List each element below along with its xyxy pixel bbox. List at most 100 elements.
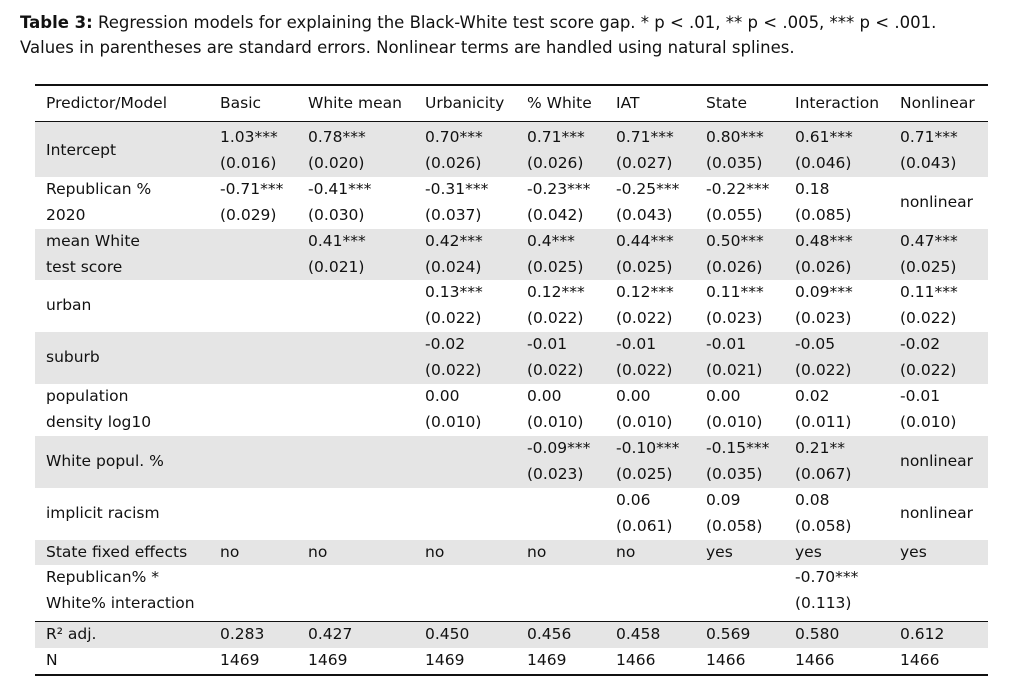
table-cell: 1469 bbox=[425, 648, 527, 677]
cell-line: 0.18 bbox=[795, 179, 830, 198]
table-cell: 0.44*** (0.025) bbox=[616, 228, 706, 281]
cell-line: (0.035) bbox=[706, 153, 763, 172]
cell-line: 0.569 bbox=[706, 625, 751, 644]
regression-table: Predictor/Model Basic White mean Urbanicity… bbox=[35, 84, 988, 677]
table-cell bbox=[308, 435, 425, 488]
header-cell: Urbanicity bbox=[425, 84, 527, 122]
cell-line: (0.022) bbox=[527, 309, 584, 328]
cell-line: 0.00 bbox=[616, 387, 651, 406]
table-row: population density log10 0.00 (0.010) 0.00 (0… bbox=[35, 384, 988, 436]
table-cell: 0.50*** (0.026) bbox=[706, 228, 795, 281]
cell-line: suburb bbox=[46, 348, 100, 367]
table-cell: yes bbox=[795, 539, 900, 566]
table-cell: -0.05 (0.022) bbox=[795, 332, 900, 385]
cell-line: (0.026) bbox=[795, 257, 852, 276]
cell-line: 1.03*** bbox=[220, 128, 278, 146]
cell-line: (0.010) bbox=[425, 412, 482, 431]
cell-line: (0.029) bbox=[220, 205, 277, 224]
cell-line: -0.41*** bbox=[308, 179, 372, 198]
table-cell bbox=[527, 565, 616, 617]
cell-line: (0.020) bbox=[308, 153, 365, 172]
header-cell: Basic bbox=[220, 84, 308, 122]
table-cell: 0.450 bbox=[425, 621, 527, 649]
cell-line: 0.427 bbox=[308, 625, 353, 644]
table-cell bbox=[706, 565, 795, 617]
cell-line: -0.01 bbox=[900, 387, 941, 406]
cell-line: 0.08 bbox=[795, 490, 830, 509]
table-cell: -0.01 (0.022) bbox=[527, 332, 616, 385]
header-cell: Interaction bbox=[795, 84, 900, 122]
cell-line: 0.12*** bbox=[527, 283, 585, 302]
table-cell bbox=[220, 228, 308, 281]
cell-line: (0.037) bbox=[425, 205, 482, 224]
cell-line: (0.022) bbox=[527, 361, 584, 380]
table-cell: 0.78*** (0.020) bbox=[308, 121, 425, 177]
table-cell bbox=[900, 565, 988, 617]
table-cell: yes bbox=[706, 539, 795, 566]
cell-line: 0.4*** bbox=[527, 231, 575, 250]
cell-line: 0.70*** bbox=[425, 128, 483, 146]
cell-line: (0.010) bbox=[706, 412, 763, 431]
table-cell: -0.22*** (0.055) bbox=[706, 177, 795, 229]
cell-line: (0.061) bbox=[616, 516, 673, 535]
row-label: R² adj. bbox=[35, 621, 220, 649]
table-cell bbox=[220, 332, 308, 385]
caption-text: Values in parentheses are standard error… bbox=[20, 38, 795, 57]
cell-line: (0.024) bbox=[425, 257, 482, 276]
row-label: White popul. % bbox=[35, 435, 220, 488]
table-cell: 0.71*** (0.026) bbox=[527, 121, 616, 177]
table-cell: -0.10*** (0.025) bbox=[616, 435, 706, 488]
cell-line: urban bbox=[46, 296, 92, 315]
cell-line: Republican % bbox=[46, 179, 152, 198]
cell-line: test score bbox=[46, 257, 123, 276]
cell-line: -0.05 bbox=[795, 335, 836, 354]
cell-line: (0.022) bbox=[616, 309, 673, 328]
cell-line: implicit racism bbox=[46, 503, 160, 522]
table-cell: -0.15*** (0.035) bbox=[706, 435, 795, 488]
cell-line: (0.046) bbox=[795, 153, 852, 172]
table-cell: no bbox=[308, 539, 425, 566]
cell-line: 0.44*** bbox=[616, 231, 674, 250]
cell-line: -0.22*** bbox=[706, 179, 770, 198]
table-cell: no bbox=[527, 539, 616, 566]
cell-line: 0.50*** bbox=[706, 231, 764, 250]
cell-line: (0.022) bbox=[425, 361, 482, 380]
cell-line: (0.026) bbox=[527, 153, 584, 172]
header-cell: State bbox=[706, 84, 795, 122]
cell-line: (0.022) bbox=[795, 361, 852, 380]
cell-line: nonlinear bbox=[900, 192, 973, 211]
table-cell: 1469 bbox=[220, 648, 308, 677]
cell-line: 0.02 bbox=[795, 387, 830, 406]
table-row: R² adj. 0.283 0.427 0.450 0.456 0.458 0.569 0.5… bbox=[35, 621, 988, 649]
cell-line: (0.023) bbox=[706, 309, 763, 328]
cell-line: (0.022) bbox=[900, 361, 957, 380]
cell-line: -0.70*** bbox=[795, 568, 859, 587]
cell-line: Intercept bbox=[46, 140, 117, 159]
table-cell bbox=[527, 488, 616, 540]
cell-line: (0.043) bbox=[616, 205, 673, 224]
table-cell: -0.02 (0.022) bbox=[900, 332, 988, 385]
cell-line: 1469 bbox=[425, 651, 465, 670]
table-cell: -0.02 (0.022) bbox=[425, 332, 527, 385]
table-cell: 0.580 bbox=[795, 621, 900, 649]
table-cell: -0.31*** (0.037) bbox=[425, 177, 527, 229]
table-cell: 0.71*** (0.027) bbox=[616, 121, 706, 177]
caption-line: Table 3: Regression models for explainin… bbox=[20, 10, 936, 35]
table-cell: -0.09*** (0.023) bbox=[527, 435, 616, 488]
table-cell bbox=[308, 280, 425, 332]
header-cell: % White bbox=[527, 84, 616, 122]
table-cell: 0.18 (0.085) bbox=[795, 177, 900, 229]
table-row: N 1469 1469 1469 1469 1466 1466 1466 1466 bbox=[35, 648, 988, 677]
cell-line: (0.025) bbox=[527, 257, 584, 276]
cell-line: 0.09 bbox=[706, 490, 741, 509]
cell-line: no bbox=[616, 542, 636, 561]
table-cell: no bbox=[220, 539, 308, 566]
cell-line: 0.71*** bbox=[527, 128, 585, 146]
cell-line: (0.058) bbox=[795, 516, 852, 535]
cell-line: -0.25*** bbox=[616, 179, 680, 198]
cell-line: -0.09*** bbox=[527, 438, 591, 457]
header-cell: Predictor/Model bbox=[35, 84, 220, 122]
table-cell: 0.11*** (0.022) bbox=[900, 280, 988, 332]
cell-line: 2020 bbox=[46, 205, 86, 224]
